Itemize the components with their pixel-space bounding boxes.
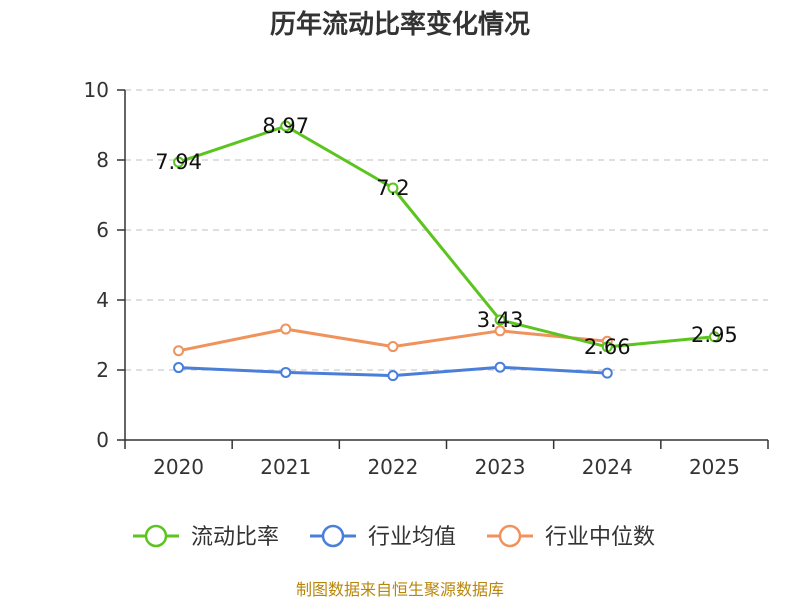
data-point [708, 331, 720, 343]
x-tick-label: 2023 [475, 455, 526, 479]
source-note: 制图数据来自恒生聚源数据库 [296, 580, 504, 599]
data-point [387, 182, 399, 194]
x-tick-label: 2022 [367, 455, 418, 479]
x-tick-label: 2020 [153, 455, 204, 479]
y-tick-label: 10 [84, 78, 109, 102]
data-point [173, 345, 185, 357]
data-label: 3.43 [477, 308, 524, 332]
legend-item[interactable]: 流动比率 [133, 524, 279, 550]
data-labels: 7.94 8.97 7.2 3.43 2.66 2.95 [155, 114, 738, 359]
legend-marker [498, 524, 522, 548]
y-tick-label: 6 [96, 218, 109, 242]
y-tick-label: 8 [96, 148, 109, 172]
data-label: 7.94 [155, 150, 202, 174]
chart-title: 历年流动比率变化情况 [270, 9, 530, 40]
legend[interactable]: 流动比率 行业均值 行业中位数 [133, 524, 655, 550]
data-point [494, 361, 506, 373]
axes: 0 2 4 6 8 10 2020 2021 2022 2023 2024 2025 [84, 78, 769, 479]
data-point [387, 341, 399, 353]
legend-label: 行业中位数 [545, 525, 655, 550]
y-tick-label: 2 [96, 358, 109, 382]
data-point [494, 314, 506, 326]
x-tick-label: 2021 [260, 455, 311, 479]
x-tick-label: 2025 [689, 455, 740, 479]
legend-marker [144, 524, 168, 548]
data-label: 2.66 [584, 335, 631, 359]
data-point [387, 370, 399, 382]
legend-item[interactable]: 行业中位数 [487, 524, 655, 550]
data-point [494, 325, 506, 337]
data-label: 2.95 [691, 323, 738, 347]
legend-marker [321, 524, 345, 548]
x-tick-label: 2024 [582, 455, 633, 479]
series-layer [173, 120, 720, 382]
legend-label: 流动比率 [191, 525, 279, 550]
data-point [280, 120, 292, 132]
series-line-0 [178, 124, 715, 349]
data-point [280, 366, 292, 378]
data-point [173, 156, 185, 168]
data-point [280, 323, 292, 335]
data-point [601, 367, 613, 379]
data-label: 8.97 [262, 114, 309, 138]
y-tick-label: 4 [96, 288, 109, 312]
legend-item[interactable]: 行业均值 [310, 524, 456, 550]
grid [125, 89, 768, 371]
y-tick-label: 0 [96, 428, 109, 452]
legend-label: 行业均值 [368, 525, 456, 550]
data-point [601, 341, 613, 353]
data-label: 7.2 [376, 176, 409, 200]
data-point [173, 362, 185, 374]
